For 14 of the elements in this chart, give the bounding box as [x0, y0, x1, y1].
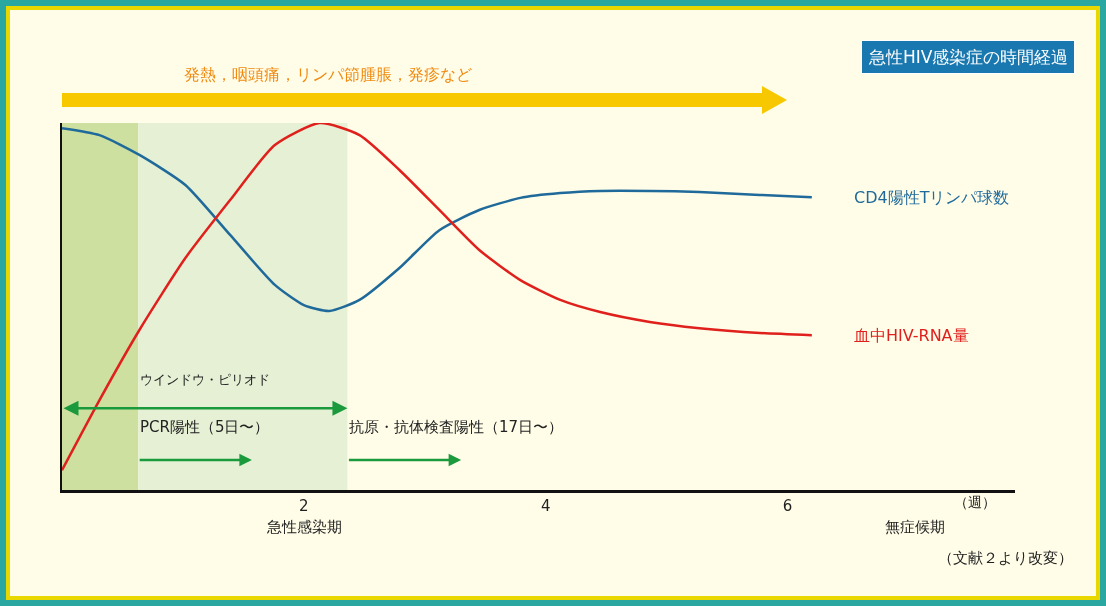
chart-title: 急性HIV感染症の時間経過: [868, 47, 1069, 67]
annotation: 抗原・抗体検査陽性（17日〜）: [349, 418, 564, 436]
text: 無症候期: [885, 518, 945, 536]
annotation: PCR陽性（5日〜）: [140, 418, 270, 436]
annotation: ウインドウ・ピリオド: [140, 372, 270, 387]
x-tick-label: 6: [782, 496, 793, 515]
text: 発熱，咽頭痛，リンパ節腫脹，発疹など: [184, 65, 472, 84]
x-tick-label: 2: [299, 496, 309, 515]
text: （文献２より改変）: [938, 549, 1073, 567]
text: CD4陽性Tリンパ球数: [854, 188, 1010, 207]
text: 急性感染期: [266, 518, 342, 536]
text: 血中HIV-RNA量: [854, 326, 969, 345]
x-tick-label: 4: [540, 496, 551, 515]
x-axis-title: （週）: [954, 494, 996, 510]
